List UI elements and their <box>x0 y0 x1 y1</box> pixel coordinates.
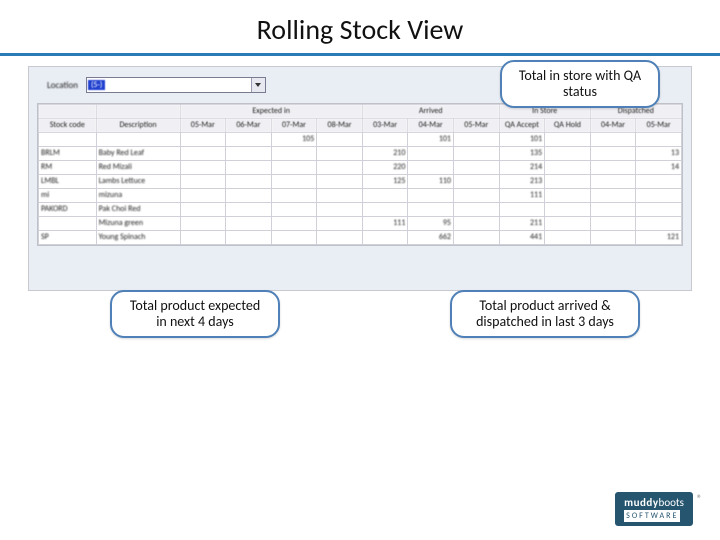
column-header: 03-Mar <box>362 119 408 133</box>
vendor-logo: muddyboots SOFTWARE ® <box>615 492 702 526</box>
callout-instore: Total in store with QA status <box>500 60 660 108</box>
chevron-down-icon[interactable] <box>251 78 265 92</box>
column-header: 05-Mar <box>636 119 682 133</box>
registered-icon: ® <box>697 492 702 505</box>
table-row: Mizuna green11195211 <box>39 217 682 231</box>
page-title: Rolling Stock View <box>0 0 720 53</box>
column-header: QA Hold <box>545 119 591 133</box>
table-body: 105101101BRLMBaby Red Leaf21013513RMRed … <box>39 133 682 245</box>
callout-expected: Total product expected in next 4 days <box>110 290 280 338</box>
column-header: 05-Mar <box>453 119 499 133</box>
table-row: 105101101 <box>39 133 682 147</box>
location-value: (5-) <box>88 80 105 90</box>
column-header: 04-Mar <box>408 119 454 133</box>
column-header: 08-Mar <box>317 119 363 133</box>
column-header: 05-Mar <box>180 119 226 133</box>
callout-dispatched: Total product arrived & dispatched in la… <box>450 290 640 338</box>
table-sub-header: Stock codeDescription05-Mar06-Mar07-Mar0… <box>39 119 682 133</box>
location-label: Location <box>47 80 78 91</box>
table-row: mimizuna111 <box>39 189 682 203</box>
column-header: 04-Mar <box>590 119 636 133</box>
table-row: RMRed Mizali22021414 <box>39 161 682 175</box>
table-row: PAKORDPak Choi Red <box>39 203 682 217</box>
table-row: BRLMBaby Red Leaf21013513 <box>39 147 682 161</box>
location-select[interactable]: (5-) <box>86 77 266 93</box>
column-header: QA Accept <box>499 119 545 133</box>
column-header: 07-Mar <box>271 119 317 133</box>
column-header: Stock code <box>39 119 97 133</box>
stock-grid: Expected in Arrived In Store Dispatched … <box>37 103 683 246</box>
column-header: 06-Mar <box>226 119 272 133</box>
table-row: SPYoung Spinach662441121 <box>39 231 682 245</box>
table-row: LMBLLambs Lettuce125110213 <box>39 175 682 189</box>
column-header: Description <box>96 119 180 133</box>
title-underline <box>0 53 720 56</box>
